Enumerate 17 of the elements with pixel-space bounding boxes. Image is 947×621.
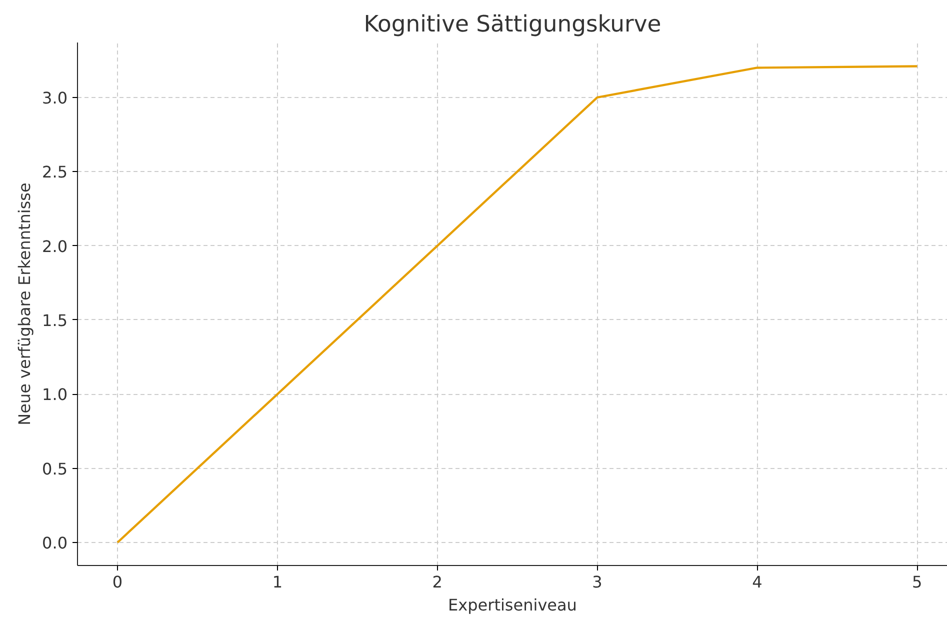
x-tick-label: 5	[912, 572, 922, 592]
y-axis-title: Neue verfügbare Erkenntnisse	[15, 182, 34, 426]
y-tick-label: 2.0	[42, 236, 68, 256]
x-axis-title: Expertiseniveau	[448, 596, 577, 614]
line-series	[116, 65, 918, 544]
x-tick-label: 0	[112, 572, 123, 592]
y-tick-label: 3.0	[42, 88, 68, 108]
x-tick-label: 2	[432, 572, 442, 592]
y-tick-label: 1.5	[42, 310, 68, 330]
x-tick-label: 4	[752, 572, 762, 592]
x-tick-label: 1	[272, 572, 283, 592]
chart-title: Kognitive Sättigungskurve	[364, 12, 662, 38]
x-tick-label: 3	[592, 572, 602, 592]
y-tick-label: 0.0	[42, 534, 68, 553]
y-tick-label: 2.5	[42, 162, 68, 182]
y-tick-label: 1.0	[42, 385, 68, 404]
y-tick-label: 0.5	[42, 459, 68, 478]
